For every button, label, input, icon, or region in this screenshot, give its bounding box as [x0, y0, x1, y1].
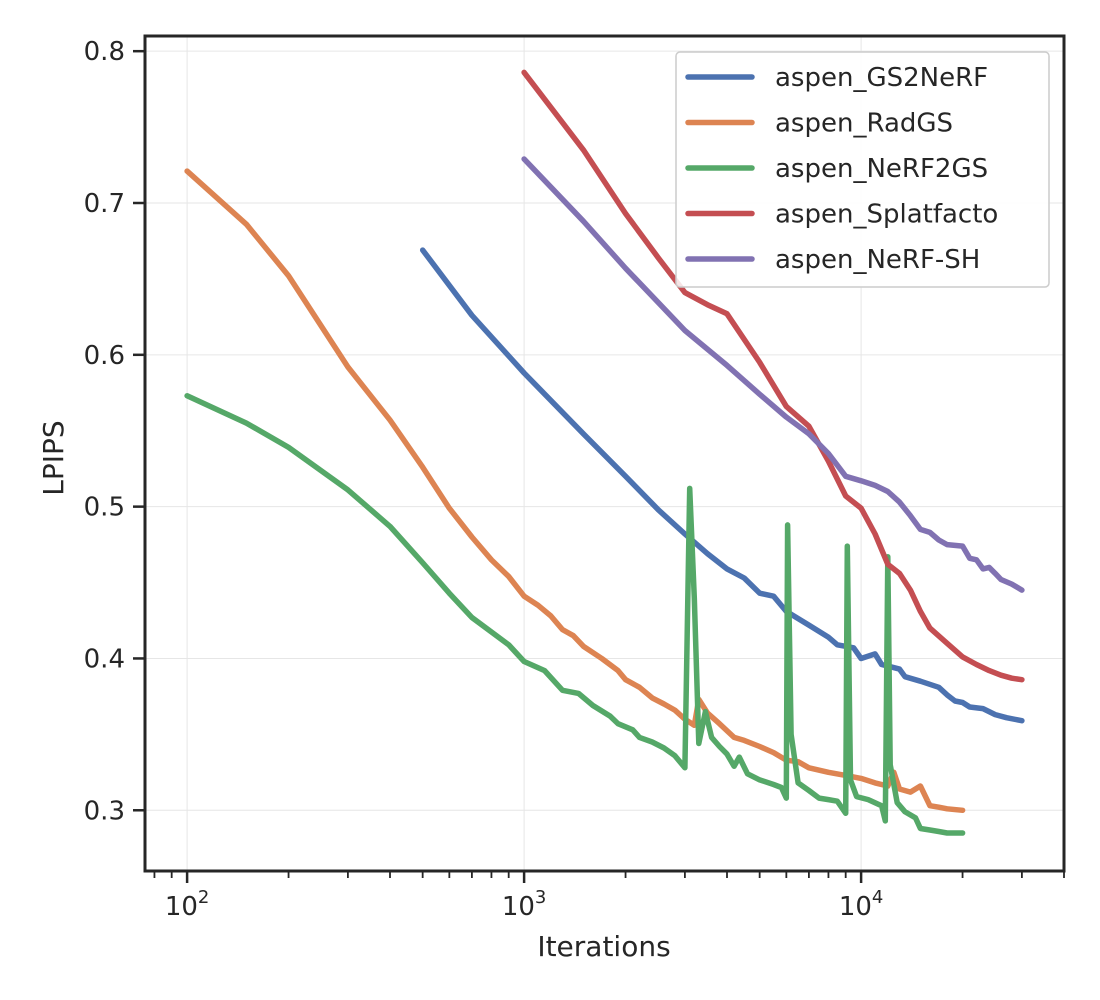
series-line-3 [521, 69, 1025, 683]
x-tick-label: 103 [502, 887, 547, 922]
y-tick-label: 0.5 [84, 493, 125, 523]
y-tick-label: 0.4 [84, 644, 125, 674]
y-tick-label: 0.3 [84, 796, 125, 826]
y-tick-label: 0.8 [84, 37, 125, 67]
legend-frame [675, 51, 1050, 288]
y-axis-label: LPIPS [37, 420, 70, 495]
plot-frame [143, 34, 1066, 873]
y-tick-label: 0.7 [84, 189, 125, 219]
axis-ticks: 0.3 0.4 0.5 0.6 0.7 0.8 102 103 104 [84, 37, 1065, 922]
series-line-1 [184, 168, 966, 814]
legend-label-3: aspen_Splatfacto [775, 200, 998, 230]
y-tick-label: 0.6 [84, 341, 125, 371]
x-axis-label: Iterations [537, 930, 670, 963]
plot-series [184, 69, 1025, 836]
legend-label-1: aspen_RadGS [775, 109, 953, 139]
series-line-2 [184, 393, 966, 836]
x-tick-label: 104 [839, 887, 884, 922]
legend: aspen_GS2NeRF aspen_RadGS aspen_NeRF2GSasp… [675, 51, 1050, 288]
legend-label-0: aspen_GS2NeRF [775, 63, 988, 93]
legend-label-4: aspen_NeRF-SH [775, 245, 980, 275]
series-line-4 [521, 156, 1025, 593]
x-tick-label: 102 [165, 887, 210, 922]
legend-label-2: aspen_NeRF2GS [775, 154, 988, 184]
